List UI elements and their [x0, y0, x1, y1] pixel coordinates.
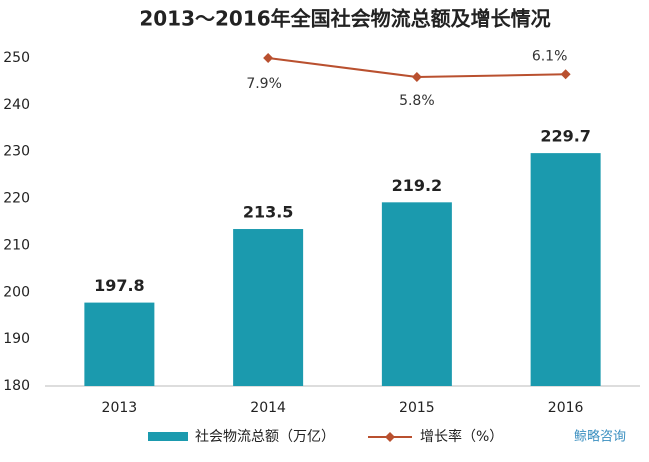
line-marker	[263, 53, 274, 63]
bar	[233, 229, 304, 386]
bar-value-label: 197.8	[94, 276, 145, 295]
bar-value-label: 229.7	[540, 127, 591, 146]
legend-label: 增长率（%）	[420, 428, 503, 445]
chart-title: 2013～2016年全国社会物流总额及增长情况	[139, 7, 550, 31]
bar-value-label: 213.5	[243, 203, 294, 222]
line-marker	[560, 69, 571, 80]
y-tick-label: 210	[3, 237, 30, 253]
line-value-label: 6.1%	[532, 48, 568, 64]
watermark: 鲸略咨询	[574, 429, 626, 445]
bar	[84, 302, 155, 386]
line-value-label: 7.9%	[246, 76, 282, 92]
y-tick-label: 190	[3, 331, 30, 347]
y-tick-label: 230	[3, 144, 30, 160]
y-tick-label: 180	[3, 378, 30, 394]
bar-value-label: 219.2	[392, 176, 443, 195]
line-marker	[411, 72, 422, 83]
y-tick-label: 250	[3, 50, 30, 66]
y-tick-label: 240	[3, 97, 30, 113]
line-value-label: 5.8%	[399, 93, 435, 109]
x-tick-label: 2014	[250, 400, 286, 416]
bar	[381, 202, 452, 386]
legend-swatch	[148, 432, 188, 441]
legend-marker	[385, 432, 395, 442]
legend-label: 社会物流总额（万亿）	[195, 429, 335, 445]
x-tick-label: 2013	[102, 400, 138, 416]
y-tick-label: 200	[3, 284, 30, 300]
x-tick-label: 2016	[548, 400, 584, 416]
x-tick-label: 2015	[399, 400, 435, 416]
y-tick-label: 220	[3, 191, 30, 207]
bar	[530, 153, 601, 386]
